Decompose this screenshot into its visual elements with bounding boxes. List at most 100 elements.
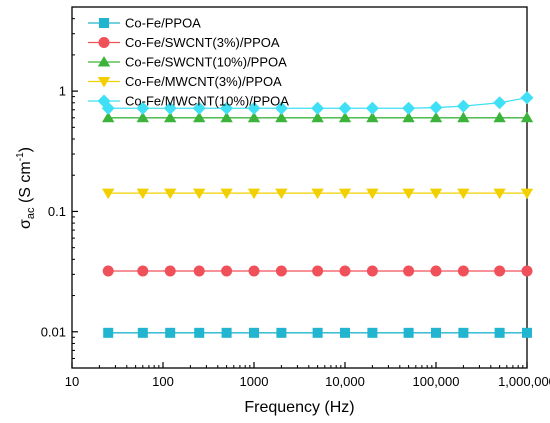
data-point	[522, 327, 532, 338]
data-point	[311, 188, 324, 200]
legend: Co-Fe/PPOA Co-Fe/SWCNT(3%)/PPOA Co-Fe/SWCN…	[88, 16, 289, 109]
data-point	[430, 265, 442, 277]
data-point	[365, 101, 379, 115]
legend-marker	[97, 77, 111, 88]
y-tick-label: 0.01	[41, 324, 66, 339]
data-point	[164, 111, 177, 123]
y-axis-unit-exponent: -1	[15, 152, 26, 161]
data-point	[312, 327, 323, 338]
data-point	[137, 265, 149, 277]
data-point	[431, 327, 441, 338]
data-point	[193, 265, 205, 277]
y-tick-label: 1	[59, 84, 66, 99]
data-point	[276, 327, 287, 338]
series-4	[101, 91, 534, 115]
data-point	[274, 101, 288, 115]
data-point	[275, 188, 288, 200]
data-point	[457, 188, 470, 200]
data-point	[429, 111, 443, 123]
x-tick-label: 100,000	[413, 374, 460, 389]
data-point	[494, 265, 506, 277]
data-point	[102, 188, 115, 200]
data-point	[164, 265, 176, 277]
series-3	[102, 188, 534, 200]
data-point	[102, 265, 114, 277]
x-tick-label: 10	[65, 374, 79, 389]
data-point	[367, 327, 378, 338]
data-point	[403, 327, 414, 338]
data-point	[247, 188, 261, 200]
legend-label: Co-Fe/MWCNT(3%)/PPOA	[125, 74, 282, 89]
x-tick-label: 100	[152, 374, 174, 389]
data-point	[338, 101, 352, 115]
legend-marker	[98, 37, 110, 48]
legend-label: Co-Fe/MWCNT(10%)/PPOA	[125, 94, 289, 109]
axis-ticks: 10 100 1000 10,000 100,000 1,000,000 0.01 0.1 1	[41, 18, 550, 389]
y-tick-label: 0.1	[48, 204, 66, 219]
data-point	[275, 265, 287, 277]
data-point	[521, 265, 533, 277]
data-point	[194, 327, 205, 338]
y-axis-subscript: ac	[25, 207, 37, 219]
data-point	[458, 327, 469, 338]
data-point	[136, 101, 150, 115]
data-point	[366, 188, 379, 200]
data-point	[402, 188, 415, 200]
data-point	[402, 111, 415, 123]
series-1	[102, 265, 533, 277]
data-point	[275, 111, 288, 123]
legend-entry: Co-Fe/MWCNT(10%)/PPOA	[88, 94, 289, 109]
data-point	[403, 265, 415, 277]
data-point	[136, 111, 150, 123]
legend-marker	[97, 56, 111, 67]
data-point	[457, 265, 469, 277]
data-point	[220, 111, 233, 123]
data-point	[136, 188, 150, 200]
data-point	[137, 327, 148, 338]
legend-marker	[99, 18, 109, 28]
legend-entry: Co-Fe/SWCNT(10%)/PPOA	[88, 55, 287, 70]
y-axis-symbol: σ	[17, 219, 34, 229]
legend-label: Co-Fe/SWCNT(10%)/PPOA	[125, 55, 287, 70]
y-axis-unit-close: )	[17, 147, 34, 152]
data-point	[429, 188, 443, 200]
legend-label: Co-Fe/PPOA	[125, 16, 201, 31]
data-point	[311, 111, 324, 123]
data-point	[221, 327, 232, 338]
data-point	[366, 111, 379, 123]
data-point	[193, 111, 206, 123]
legend-entry: Co-Fe/PPOA	[88, 16, 201, 31]
x-tick-label: 1000	[240, 374, 269, 389]
series-layer	[101, 91, 534, 338]
data-point	[247, 101, 261, 115]
series-2	[102, 111, 534, 123]
data-point	[493, 111, 506, 123]
data-point	[456, 99, 470, 113]
y-axis-title: σac (S cm-1)	[15, 147, 37, 229]
plot-frame	[71, 6, 528, 369]
data-point	[248, 265, 260, 277]
data-point	[340, 327, 350, 338]
data-point	[192, 101, 206, 115]
data-point	[338, 188, 352, 200]
data-point	[520, 188, 534, 200]
data-point	[493, 188, 506, 200]
data-point	[339, 265, 351, 277]
data-point	[520, 91, 534, 105]
x-tick-label: 10,000	[325, 374, 365, 389]
data-point	[249, 327, 259, 338]
legend-label: Co-Fe/SWCNT(3%)/PPOA	[125, 35, 280, 50]
legend-entry: Co-Fe/SWCNT(3%)/PPOA	[88, 35, 280, 50]
data-point	[366, 265, 378, 277]
data-point	[165, 327, 176, 338]
data-point	[103, 327, 114, 338]
data-point	[429, 101, 443, 115]
data-point	[520, 111, 534, 123]
data-point	[247, 111, 261, 123]
data-point	[402, 101, 416, 115]
y-axis-unit: (S cm	[17, 161, 34, 207]
data-point	[457, 111, 470, 123]
data-point	[338, 111, 352, 123]
data-point	[102, 111, 115, 123]
